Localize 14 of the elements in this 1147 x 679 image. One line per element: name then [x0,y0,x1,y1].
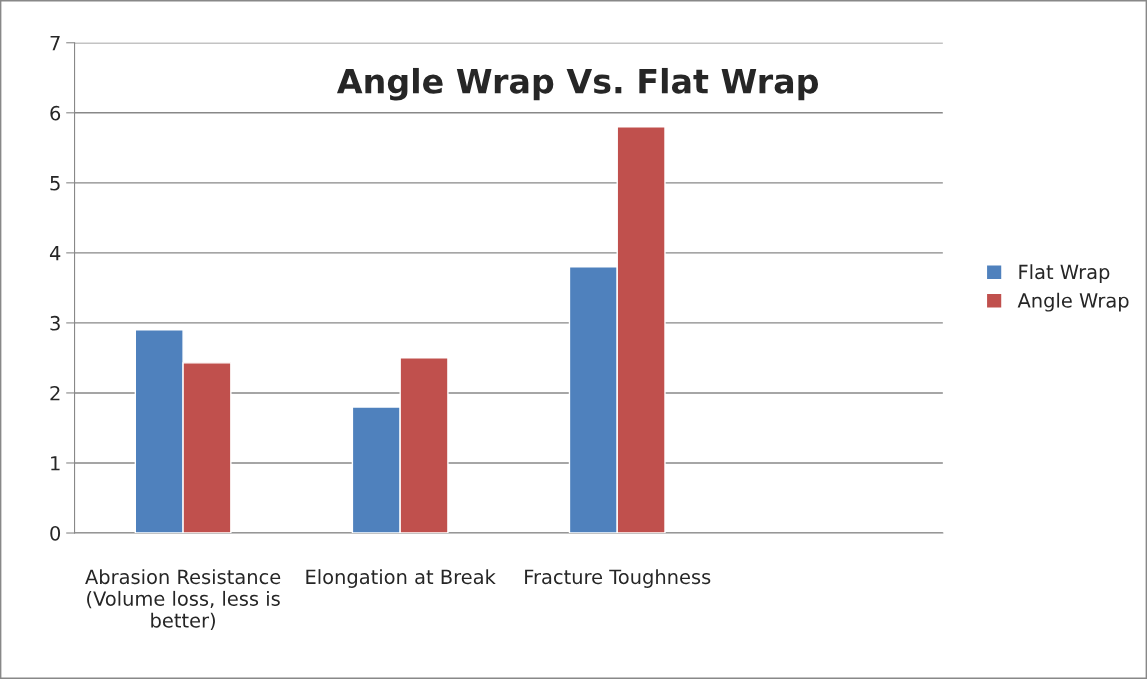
legend-label: Flat Wrap [1019,264,1110,284]
y-tick-label: 3 [50,315,60,331]
y-tick-label: 7 [50,35,60,51]
text: Angle Wrap Vs. Flat Wrap [336,67,819,101]
x-tick-label: Fracture Toughness [525,569,711,588]
y-tick-label: 5 [50,176,60,191]
y-tick-label: 6 [50,105,61,121]
y-tick-label: 1 [51,456,60,471]
legend-label: Angle Wrap [1017,292,1129,312]
y-tick-label: 4 [49,246,61,261]
x-tick-label: Elongation at Break [306,569,496,588]
y-tick-label: 0 [50,525,61,541]
x-tick-label: Abrasion Resistance (Volume loss, less is better) [85,569,281,631]
y-tick-label: 2 [50,385,60,401]
